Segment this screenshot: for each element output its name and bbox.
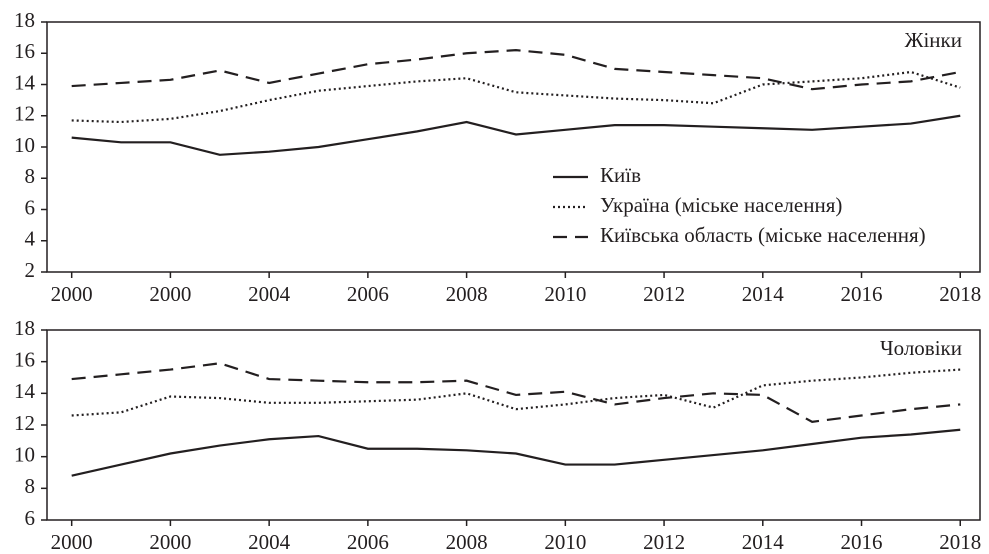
y-tick-label: 12 bbox=[14, 411, 35, 435]
series-line bbox=[71, 428, 961, 477]
y-tick-label: 8 bbox=[25, 164, 36, 188]
legend-label: Україна (міське населення) bbox=[600, 193, 842, 217]
x-tick-label: 2008 bbox=[446, 530, 488, 554]
y-tick-label: 16 bbox=[14, 347, 35, 371]
panel-title: Жінки bbox=[905, 28, 962, 52]
x-tick-label: 2000 bbox=[149, 282, 191, 306]
series-line bbox=[71, 368, 961, 417]
x-tick-label: 2010 bbox=[544, 282, 586, 306]
y-tick-label: 2 bbox=[25, 258, 36, 282]
x-tick-label: 2012 bbox=[643, 530, 685, 554]
x-tick-label: 2006 bbox=[347, 530, 389, 554]
y-tick-label: 8 bbox=[25, 474, 36, 498]
series-line bbox=[71, 362, 961, 423]
y-tick-label: 4 bbox=[25, 227, 36, 251]
series-line bbox=[71, 114, 961, 156]
y-tick-label: 10 bbox=[14, 133, 35, 157]
y-tick-label: 16 bbox=[14, 39, 35, 63]
x-tick-label: 2006 bbox=[347, 282, 389, 306]
y-tick-label: 10 bbox=[14, 442, 35, 466]
y-tick-label: 12 bbox=[14, 102, 35, 126]
x-tick-label: 2014 bbox=[742, 282, 785, 306]
series-line bbox=[71, 70, 961, 124]
panel-title: Чоловіки bbox=[880, 336, 962, 360]
y-tick-label: 6 bbox=[25, 195, 36, 219]
x-tick-label: 2018 bbox=[939, 282, 981, 306]
x-tick-label: 2004 bbox=[248, 282, 291, 306]
y-tick-label: 18 bbox=[14, 8, 35, 32]
legend-label: Київська область (міське населення) bbox=[600, 223, 926, 247]
x-tick-label: 2000 bbox=[149, 530, 191, 554]
y-tick-label: 6 bbox=[25, 506, 36, 530]
y-tick-label: 18 bbox=[14, 316, 35, 340]
legend-label: Київ bbox=[600, 163, 641, 187]
x-tick-label: 2014 bbox=[742, 530, 785, 554]
x-tick-label: 2016 bbox=[841, 282, 883, 306]
x-tick-label: 2004 bbox=[248, 530, 291, 554]
x-tick-label: 2000 bbox=[51, 530, 93, 554]
y-tick-label: 14 bbox=[14, 70, 36, 94]
x-tick-label: 2016 bbox=[841, 530, 883, 554]
series-line bbox=[71, 49, 961, 91]
x-tick-label: 2018 bbox=[939, 530, 981, 554]
x-tick-label: 2010 bbox=[544, 530, 586, 554]
x-tick-label: 2012 bbox=[643, 282, 685, 306]
plot-frame bbox=[46, 329, 981, 521]
x-tick-label: 2008 bbox=[446, 282, 488, 306]
x-tick-label: 2000 bbox=[51, 282, 93, 306]
y-tick-label: 14 bbox=[14, 379, 36, 403]
